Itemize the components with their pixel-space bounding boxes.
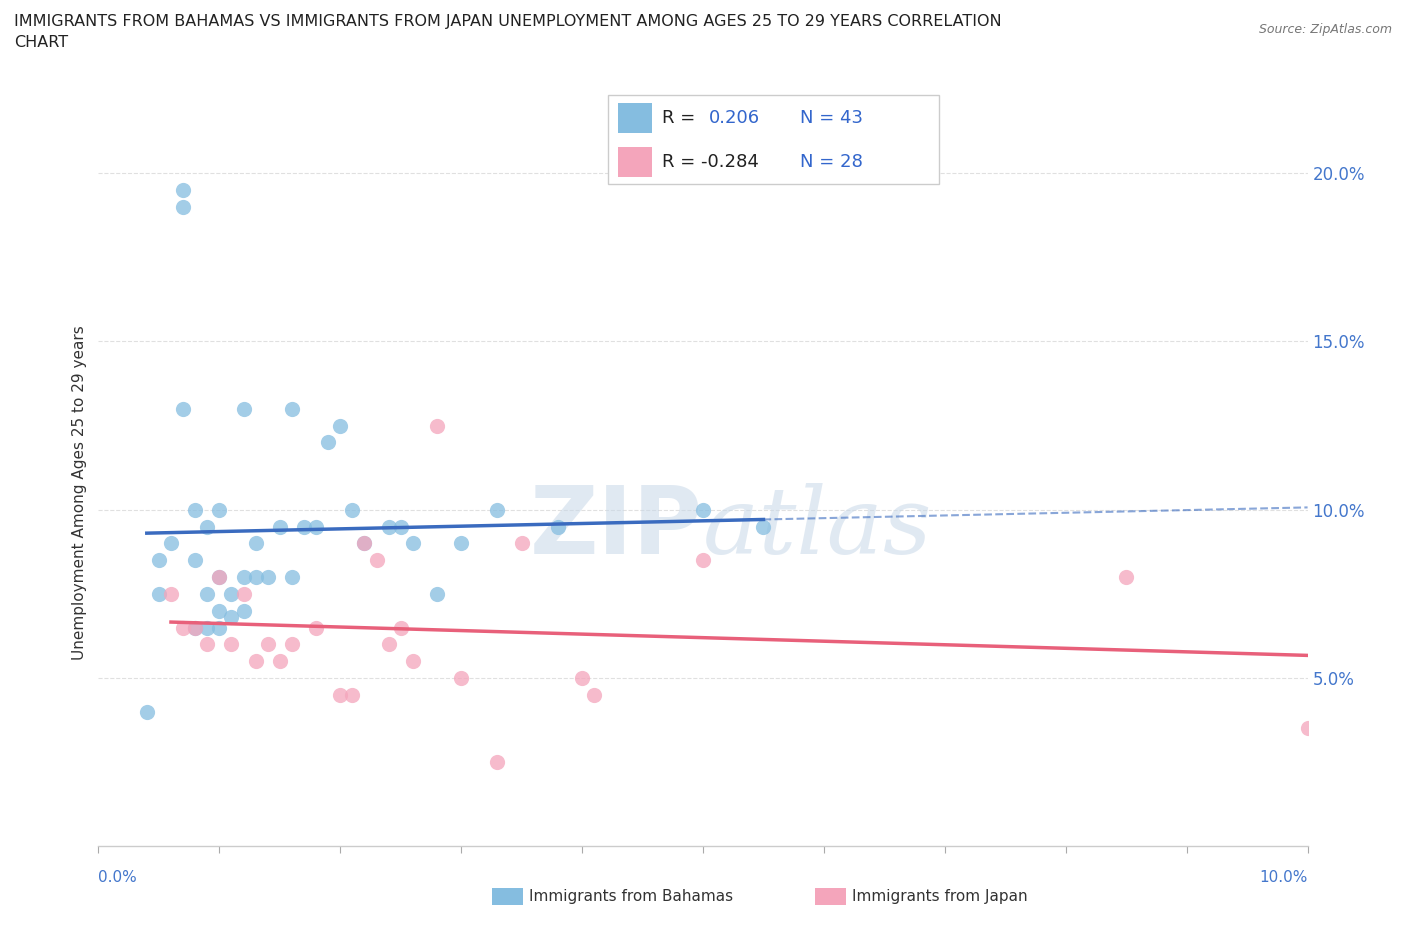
Point	[184, 552, 207, 567]
Y-axis label: Unemployment Among Ages 25 to 29 years: Unemployment Among Ages 25 to 29 years	[72, 326, 87, 660]
Point	[232, 402, 254, 417]
Point	[221, 637, 243, 652]
Point	[547, 519, 569, 534]
Point	[184, 620, 207, 635]
Text: 0.206: 0.206	[709, 109, 761, 127]
Point	[184, 620, 207, 635]
Point	[377, 637, 399, 652]
Point	[195, 637, 218, 652]
Text: atlas: atlas	[703, 484, 932, 573]
Point	[281, 637, 304, 652]
Point	[172, 402, 194, 417]
Point	[172, 199, 194, 214]
Point	[245, 569, 267, 584]
Text: R = -0.284: R = -0.284	[662, 153, 759, 171]
Point	[208, 620, 231, 635]
Point	[353, 536, 375, 551]
Point	[256, 637, 278, 652]
Point	[148, 552, 170, 567]
Text: N = 28: N = 28	[800, 153, 863, 171]
Point	[232, 587, 254, 602]
Point	[148, 587, 170, 602]
Point	[232, 569, 254, 584]
Point	[208, 502, 231, 517]
Point	[389, 519, 412, 534]
Point	[450, 671, 472, 685]
Text: Immigrants from Bahamas: Immigrants from Bahamas	[529, 889, 733, 904]
Point	[160, 587, 183, 602]
Point	[426, 587, 449, 602]
Point	[269, 519, 291, 534]
Point	[305, 519, 328, 534]
Text: N = 43: N = 43	[800, 109, 863, 127]
Point	[221, 610, 243, 625]
Point	[329, 418, 352, 433]
Point	[353, 536, 375, 551]
Point	[281, 402, 304, 417]
Point	[510, 536, 533, 551]
Text: ZIP: ZIP	[530, 483, 703, 574]
Point	[450, 536, 472, 551]
Point	[245, 654, 267, 669]
Text: CHART: CHART	[14, 35, 67, 50]
Point	[377, 519, 399, 534]
Point	[305, 620, 328, 635]
Point	[208, 604, 231, 618]
Point	[342, 502, 364, 517]
Point	[342, 687, 364, 702]
Point	[486, 755, 509, 770]
Point	[583, 687, 606, 702]
Point	[184, 502, 207, 517]
Point	[232, 604, 254, 618]
Point	[366, 552, 388, 567]
Point	[195, 620, 218, 635]
Text: R =: R =	[662, 109, 695, 127]
Point	[292, 519, 315, 534]
Bar	[619, 103, 652, 133]
Text: Immigrants from Japan: Immigrants from Japan	[852, 889, 1028, 904]
Point	[245, 536, 267, 551]
Text: Source: ZipAtlas.com: Source: ZipAtlas.com	[1258, 23, 1392, 36]
Point	[316, 435, 339, 450]
Point	[692, 552, 714, 567]
Point	[692, 502, 714, 517]
Point	[195, 587, 218, 602]
Point	[172, 182, 194, 197]
Text: 0.0%: 0.0%	[98, 870, 138, 884]
FancyBboxPatch shape	[607, 95, 939, 184]
Point	[172, 620, 194, 635]
Bar	[619, 147, 652, 177]
Point	[269, 654, 291, 669]
Point	[256, 569, 278, 584]
Point	[1115, 569, 1137, 584]
Point	[486, 502, 509, 517]
Point	[329, 687, 352, 702]
Point	[281, 569, 304, 584]
Point	[426, 418, 449, 433]
Point	[160, 536, 183, 551]
Point	[389, 620, 412, 635]
Point	[402, 654, 425, 669]
Point	[752, 519, 775, 534]
Point	[208, 569, 231, 584]
Point	[402, 536, 425, 551]
Point	[208, 569, 231, 584]
Point	[1296, 721, 1319, 736]
Text: IMMIGRANTS FROM BAHAMAS VS IMMIGRANTS FROM JAPAN UNEMPLOYMENT AMONG AGES 25 TO 2: IMMIGRANTS FROM BAHAMAS VS IMMIGRANTS FR…	[14, 14, 1001, 29]
Point	[195, 519, 218, 534]
Point	[221, 587, 243, 602]
Text: 10.0%: 10.0%	[1260, 870, 1308, 884]
Point	[571, 671, 593, 685]
Point	[135, 704, 157, 719]
